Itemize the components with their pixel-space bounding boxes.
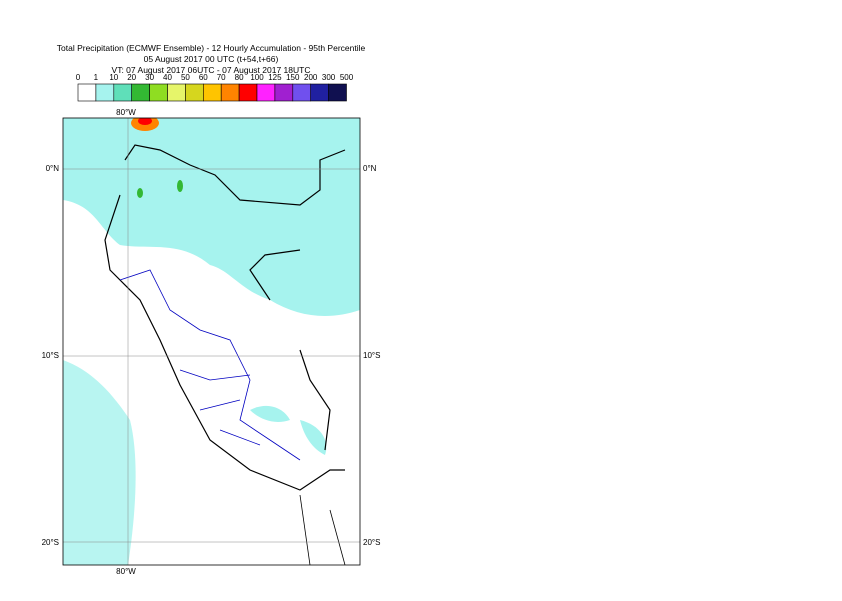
legend-label: 1 xyxy=(94,73,99,82)
legend-label: 500 xyxy=(340,73,354,82)
title-line: 05 August 2017 00 UTC (t+54,t+66) xyxy=(144,54,279,64)
lat-label: 10°S xyxy=(42,351,59,360)
legend-label: 50 xyxy=(181,73,190,82)
legend-box xyxy=(292,83,311,102)
lat-label: 10°S xyxy=(363,351,380,360)
legend-label: 150 xyxy=(286,73,300,82)
legend-label: 60 xyxy=(199,73,208,82)
legend-box xyxy=(185,83,204,102)
lat-label: 20°S xyxy=(363,538,380,547)
legend-label: 200 xyxy=(304,73,318,82)
legend-label: 300 xyxy=(322,73,336,82)
legend-box xyxy=(310,83,329,102)
precip-area xyxy=(250,405,290,422)
legend-label: 100 xyxy=(250,73,264,82)
legend-box xyxy=(113,83,133,102)
lon-label: 80°W xyxy=(116,567,136,576)
map-area xyxy=(63,118,360,565)
precip-max xyxy=(138,118,152,125)
lon-label: 80°W xyxy=(116,108,136,117)
legend-label: 40 xyxy=(163,73,172,82)
legend-box xyxy=(238,83,258,102)
map-frame xyxy=(62,117,361,566)
legend-box xyxy=(95,83,115,102)
legend-box xyxy=(220,83,240,102)
precip-area xyxy=(300,420,327,455)
legend-box xyxy=(149,83,168,102)
lat-label: 20°S xyxy=(42,538,59,547)
precip-area xyxy=(63,118,360,316)
legend: 0 1 10 20 30 40 50 60 70 80 100 125 150 200 300 500 xyxy=(76,73,354,102)
lat-label: 0°N xyxy=(46,164,60,173)
legend-box xyxy=(328,83,347,102)
legend-box xyxy=(274,83,294,102)
legend-label: 125 xyxy=(268,73,282,82)
precip-spot xyxy=(137,188,143,198)
precip-area xyxy=(63,360,136,565)
legend-box xyxy=(167,83,186,102)
title-line: VT: 07 August 2017 06UTC - 07 August 201… xyxy=(112,65,311,75)
precip-spot xyxy=(177,180,183,192)
legend-label: 20 xyxy=(127,73,136,82)
legend-label: 80 xyxy=(235,73,244,82)
title-line: Total Precipitation (ECMWF Ensemble) - 1… xyxy=(57,43,366,53)
legend-box xyxy=(77,83,97,102)
legend-box xyxy=(203,83,222,102)
lat-label: 0°N xyxy=(363,164,377,173)
legend-label: 0 xyxy=(76,73,81,82)
legend-box xyxy=(131,83,150,102)
legend-label: 30 xyxy=(145,73,154,82)
legend-label: 70 xyxy=(217,73,226,82)
legend-box xyxy=(256,83,276,102)
legend-label: 10 xyxy=(109,73,118,82)
